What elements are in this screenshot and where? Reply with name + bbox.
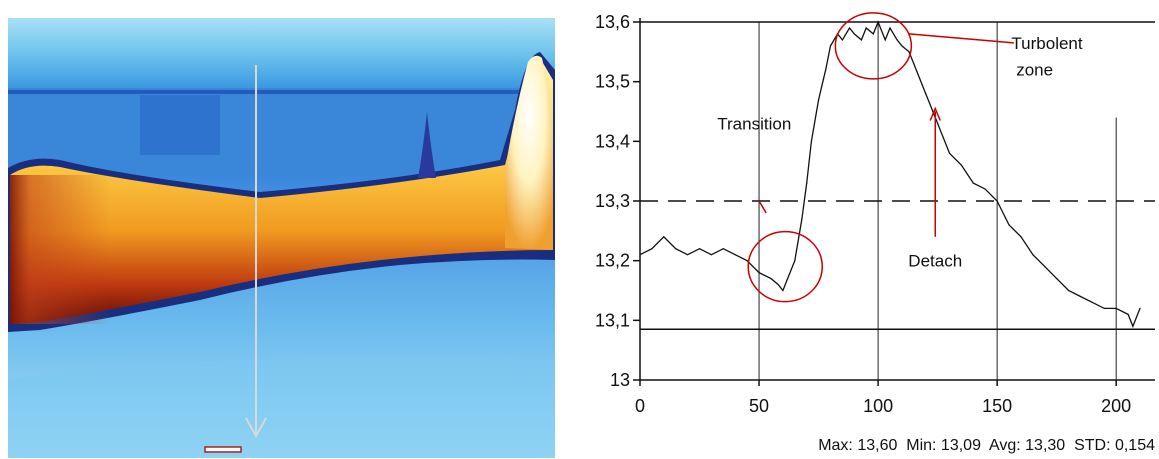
data-point — [770, 277, 772, 280]
turbolent-pointer — [908, 33, 1014, 44]
x-tick-label: 200 — [1101, 396, 1131, 416]
transition-pointer — [758, 200, 767, 214]
data-point — [722, 248, 724, 250]
data-point — [984, 188, 986, 190]
data-point — [848, 27, 851, 29]
data-point — [948, 152, 951, 154]
reference-lines — [640, 21, 1155, 331]
y-tick-label: 13,5 — [595, 72, 630, 92]
annotations: Transition Turbolent zone Detach — [717, 12, 1083, 303]
y-tick-label: 13,3 — [595, 191, 630, 211]
data-point — [806, 182, 808, 184]
data-point — [913, 63, 915, 65]
data-point — [1115, 307, 1117, 309]
data-point — [1067, 289, 1070, 292]
chart-axes — [633, 18, 1155, 386]
data-point — [865, 27, 867, 29]
data-point — [996, 200, 998, 202]
data-point — [972, 182, 974, 184]
y-tick-label: 13,4 — [595, 131, 630, 151]
data-point — [1020, 236, 1022, 238]
y-tick-label: 13,2 — [595, 251, 630, 271]
annotation-zone: zone — [1016, 61, 1053, 80]
data-point — [810, 140, 813, 142]
x-tick-label: 100 — [863, 396, 893, 416]
detach-arrowhead — [929, 106, 941, 121]
data-point — [777, 283, 779, 286]
turbolent-circle — [834, 12, 913, 80]
data-point — [1032, 254, 1034, 256]
data-point — [1091, 301, 1093, 304]
data-point — [1127, 313, 1129, 315]
data-point — [710, 254, 713, 256]
data-point — [925, 93, 927, 95]
data-point — [937, 122, 939, 125]
data-point — [877, 21, 879, 23]
data-point — [1056, 277, 1058, 280]
data-point — [908, 51, 910, 53]
data-point — [801, 218, 803, 220]
data-point — [698, 248, 701, 250]
data-point — [872, 33, 874, 35]
data-point — [1103, 307, 1105, 309]
stats-readout: Max: 13,60 Min: 13,09 Avg: 13,30 STD: 0,… — [818, 437, 1155, 454]
data-point — [860, 39, 863, 41]
data-point — [889, 27, 891, 29]
data-point — [639, 254, 641, 256]
annotation-turbolent: Turbolent — [1011, 34, 1082, 53]
data-point — [825, 69, 827, 71]
annotation-transition: Transition — [717, 114, 791, 133]
data-point — [746, 260, 748, 262]
data-point — [901, 45, 903, 47]
series-line-0 — [639, 20, 1141, 329]
data-point — [841, 39, 843, 41]
data-point — [817, 98, 820, 101]
data-point — [675, 248, 677, 250]
line-chart: 13 13,1 13,2 13,3 13,4 13,5 13,6 0 50 100 150 200 T… — [595, 12, 1155, 454]
x-tick-label: 50 — [749, 396, 769, 416]
transition-circle — [747, 230, 823, 303]
thermal-image — [8, 18, 555, 458]
tick-labels: 13 13,1 13,2 13,3 13,4 13,5 13,6 0 50 100 150 200 — [595, 12, 1131, 416]
data-point — [853, 33, 855, 35]
data-series — [639, 20, 1141, 329]
data-point — [663, 236, 665, 238]
data-point — [1139, 307, 1141, 309]
data-point — [782, 289, 784, 292]
data-point — [896, 39, 898, 41]
annotation-detach: Detach — [908, 252, 962, 271]
data-point — [960, 164, 963, 166]
y-tick-label: 13,6 — [595, 12, 630, 32]
data-point — [758, 272, 760, 274]
data-point — [829, 45, 832, 47]
data-point — [1079, 295, 1082, 298]
y-tick-label: 13 — [610, 370, 630, 390]
x-tick-label: 0 — [635, 396, 645, 416]
x-tick-label: 150 — [982, 396, 1012, 416]
data-point — [794, 260, 796, 262]
data-point — [1044, 266, 1046, 268]
data-point — [884, 39, 886, 41]
data-point — [687, 254, 689, 256]
data-point — [734, 254, 736, 256]
data-point — [787, 277, 789, 280]
y-tick-label: 13,1 — [595, 310, 630, 330]
data-point — [651, 248, 653, 250]
data-point — [1008, 224, 1010, 226]
data-point — [1132, 325, 1134, 327]
